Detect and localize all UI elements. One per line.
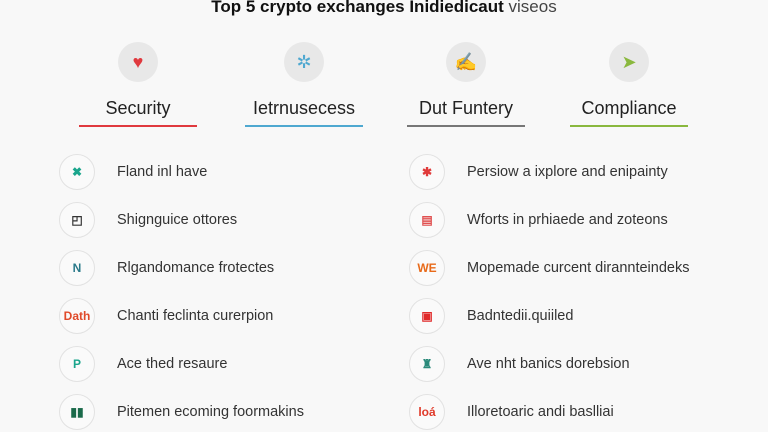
list-item-label: Mopemade curcent dirannteindeks — [467, 260, 690, 276]
list-item[interactable]: WE Mopemade curcent dirannteindeks — [409, 249, 689, 287]
list-item[interactable]: ✱ Persiow a ixplore and enipainty — [409, 153, 668, 191]
title-suffix: viseos — [508, 0, 557, 16]
title-main: Top 5 crypto exchanges Inidiedicaut — [211, 0, 504, 16]
list-item[interactable]: P Ace thed resaure — [59, 345, 227, 383]
list-item-label: Wforts in prhiaede and zoteons — [467, 212, 668, 228]
we-logo-icon: WE — [409, 250, 445, 286]
close-circle-icon: ✖ — [59, 154, 95, 190]
list-item-label: Badntedii.quiiled — [467, 308, 574, 324]
list-item[interactable]: ✖ Fland inl have — [59, 153, 207, 191]
category-underline — [79, 125, 197, 127]
list-item[interactable]: ♜ Ave nht banics dorebsion — [409, 345, 630, 383]
badge-icon: ▣ — [409, 298, 445, 334]
list-item-label: Chanti feclinta curerpion — [117, 308, 274, 324]
list-item[interactable]: ▣ Badntedii.quiiled — [409, 297, 573, 335]
list-item-label: Persiow a ixplore and enipainty — [467, 164, 668, 180]
category-label: Ietrnusecess — [252, 98, 356, 118]
category-label: Security — [105, 98, 171, 118]
tree-icon: ✱ — [409, 154, 445, 190]
brand-logo-icon: Dath — [59, 298, 95, 334]
category-ietrnusecess[interactable]: ✲ Ietrnusecess — [239, 42, 369, 127]
category-dut-funtery[interactable]: ✍ Dut Funtery — [401, 42, 531, 127]
heart-icon: ♥ — [118, 42, 158, 82]
category-compliance[interactable]: ➤ Compliance — [564, 42, 694, 127]
network-icon: ✲ — [284, 42, 324, 82]
list-item-label: Pitemen ecoming foormakins — [117, 404, 304, 420]
category-underline — [570, 125, 688, 127]
p-logo-icon: P — [59, 346, 95, 382]
list-item-label: Ace thed resaure — [117, 356, 228, 372]
page-title: Top 5 crypto exchanges Inidiedicaut vise… — [0, 0, 768, 17]
list-item[interactable]: ▤ Wforts in prhiaede and zoteons — [409, 201, 668, 239]
category-underline — [407, 125, 525, 127]
category-security[interactable]: ♥ Security — [73, 42, 203, 127]
text-logo-icon: loá — [409, 394, 445, 430]
list-item[interactable]: N Rlgandomance frotectes — [59, 249, 274, 287]
category-underline — [245, 125, 363, 127]
list-item-label: Illoretoaric andi baslliai — [467, 404, 614, 420]
category-label: Dut Funtery — [418, 98, 514, 118]
arrow-icon: ➤ — [609, 42, 649, 82]
list-item-label: Fland inl have — [117, 164, 208, 180]
list-item-label: Shignguice ottores — [117, 212, 238, 228]
list-item-label: Ave nht banics dorebsion — [467, 356, 630, 372]
list-item[interactable]: loá Illoretoaric andi baslliai — [409, 393, 614, 431]
blocks-icon: ▮▮ — [59, 394, 95, 430]
list-item[interactable]: ◰ Shignguice ottores — [59, 201, 237, 239]
list-item[interactable]: Dath Chanti feclinta curerpion — [59, 297, 273, 335]
calendar-icon: ▤ — [409, 202, 445, 238]
list-item-label: Rlgandomance frotectes — [117, 260, 275, 276]
bank-icon: ♜ — [409, 346, 445, 382]
hand-icon: ✍ — [446, 42, 486, 82]
frame-icon: ◰ — [59, 202, 95, 238]
category-label: Compliance — [581, 98, 677, 118]
arrow-logo-icon: N — [59, 250, 95, 286]
list-item[interactable]: ▮▮ Pitemen ecoming foormakins — [59, 393, 304, 431]
